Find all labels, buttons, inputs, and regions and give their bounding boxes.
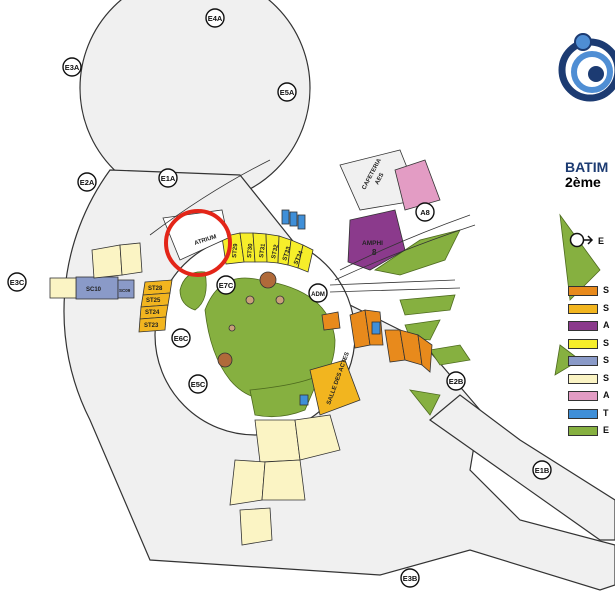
label-sc09: SC09 xyxy=(119,288,131,293)
room-sc10[interactable]: SC10 xyxy=(75,276,119,300)
toilets-right xyxy=(299,321,381,406)
entry-e4a-label: E4A xyxy=(208,14,223,23)
entry-e5a-label: E5A xyxy=(280,88,295,97)
legend-row: A xyxy=(568,390,615,403)
university-logo xyxy=(558,33,615,102)
st-rooms-left xyxy=(138,279,173,333)
entry-e3b-label: E3B xyxy=(403,574,418,583)
legend-swatch xyxy=(568,408,598,419)
label-st25[interactable]: ST25 xyxy=(146,298,161,304)
label-st29[interactable]: ST29 xyxy=(232,243,239,258)
entry-a8-label: A8 xyxy=(420,208,430,217)
room-sc09[interactable]: SC09 xyxy=(117,279,135,299)
entry-a8[interactable]: A8 xyxy=(415,202,435,222)
legend-swatch xyxy=(568,286,598,296)
legend-row: A xyxy=(568,320,615,333)
room-atrium[interactable]: ATRIUM xyxy=(162,209,229,261)
legend-swatch xyxy=(568,303,598,314)
legend-swatch xyxy=(568,373,598,384)
label-st28[interactable]: ST28 xyxy=(148,286,163,292)
entry-e2a[interactable]: E2A xyxy=(77,172,97,192)
legend-label: A xyxy=(603,320,610,330)
label-st30[interactable]: ST30 xyxy=(247,243,254,258)
label-st23[interactable]: ST23 xyxy=(144,323,159,329)
entry-e1b[interactable]: E1B xyxy=(532,460,552,480)
entry-e6c[interactable]: E6C xyxy=(171,328,191,348)
entry-e2a-label: E2A xyxy=(80,178,95,187)
room-amphi-8[interactable]: AMPHI 8 xyxy=(347,209,406,271)
entry-e1b-label: E1B xyxy=(535,466,550,475)
legend-row: S xyxy=(568,337,615,351)
label-st32[interactable]: ST32 xyxy=(271,243,280,259)
legend-label: S xyxy=(603,285,610,295)
entry-e2b[interactable]: E2B xyxy=(446,371,466,391)
entry-adm-label: ADM xyxy=(311,292,325,298)
label-sc10: SC10 xyxy=(86,287,102,293)
entry-e5a[interactable]: E5A xyxy=(277,82,297,102)
map-title: BATIM xyxy=(565,159,609,175)
entry-e7c[interactable]: E7C xyxy=(216,275,236,295)
orange-rooms xyxy=(321,309,433,373)
legend-label: S xyxy=(603,302,610,313)
legend-label: S xyxy=(603,355,610,365)
legend-label: T xyxy=(603,407,609,418)
label-st34[interactable]: ST34 xyxy=(293,250,305,266)
legend-row: S xyxy=(568,372,615,386)
title-block: BATIM 2ème xyxy=(565,160,615,190)
legend-swatch xyxy=(568,338,598,349)
entry-e4a[interactable]: E4A xyxy=(205,8,225,28)
legend-row: S xyxy=(568,285,615,298)
entry-e5c[interactable]: E5C xyxy=(188,374,208,394)
room-cafeteria[interactable]: CAFETERIA AES xyxy=(339,149,441,211)
label-amphi: AMPHI xyxy=(362,240,383,247)
toilets-top xyxy=(281,209,306,230)
entry-e2b-label: E2B xyxy=(449,377,464,386)
label-aes: AES xyxy=(374,172,385,186)
legend-swatch xyxy=(568,391,598,401)
label-amphi-num: 8 xyxy=(372,248,377,257)
entry-e3b[interactable]: E3B xyxy=(400,568,420,588)
legend-row: S xyxy=(568,355,615,368)
map-subtitle: 2ème xyxy=(565,174,601,190)
legend-entry-label: E xyxy=(598,236,605,246)
entry-e6c-label: E6C xyxy=(174,334,189,343)
legend-swatch xyxy=(568,321,598,331)
legend-row: E xyxy=(568,425,615,438)
entry-e5c-label: E5C xyxy=(191,380,206,389)
entry-e7c-label: E7C xyxy=(219,281,234,290)
label-st31[interactable]: ST31 xyxy=(259,243,267,259)
legend-row: T xyxy=(568,407,615,421)
entry-e3a[interactable]: E3A xyxy=(62,57,82,77)
entry-e1a[interactable]: E1A xyxy=(158,168,178,188)
cream-rooms xyxy=(49,242,341,546)
legend-swatch xyxy=(568,356,598,366)
walkways xyxy=(149,159,476,293)
lawns-right xyxy=(373,213,601,416)
entry-e3c[interactable]: E3C xyxy=(7,272,27,292)
st-rooms-top xyxy=(221,232,314,273)
legend-swatch xyxy=(568,426,598,436)
entry-e3c-label: E3C xyxy=(10,278,25,287)
entry-adm[interactable]: ADM xyxy=(308,283,328,303)
label-st24[interactable]: ST24 xyxy=(145,310,160,316)
legend-label: A xyxy=(603,390,610,400)
legend-label: S xyxy=(603,372,610,383)
entry-e3a-label: E3A xyxy=(65,63,80,72)
label-st33[interactable]: ST33 xyxy=(282,245,292,261)
legend-row: S xyxy=(568,302,615,316)
legend-label: S xyxy=(603,337,610,348)
legend-label: E xyxy=(603,425,610,435)
highlight-circle xyxy=(164,209,232,277)
entry-arrow-icon xyxy=(569,232,594,248)
entry-e1a-label: E1A xyxy=(161,174,176,183)
